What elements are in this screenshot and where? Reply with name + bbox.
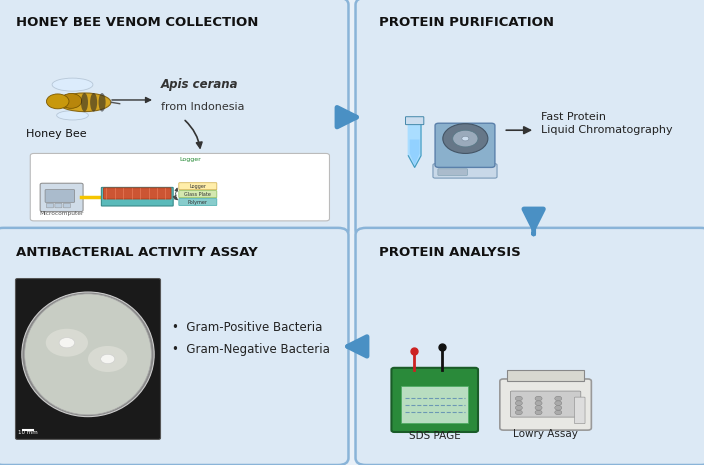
Ellipse shape xyxy=(99,93,106,112)
Text: Lowry Assay: Lowry Assay xyxy=(513,429,578,439)
Circle shape xyxy=(555,396,562,401)
Ellipse shape xyxy=(90,93,97,112)
FancyBboxPatch shape xyxy=(179,199,217,206)
Circle shape xyxy=(46,94,69,109)
Text: ANTIBACTERIAL ACTIVITY ASSAY: ANTIBACTERIAL ACTIVITY ASSAY xyxy=(16,246,258,259)
Ellipse shape xyxy=(58,93,111,112)
Ellipse shape xyxy=(25,294,151,415)
Text: Fast Protein
Liquid Chromatography: Fast Protein Liquid Chromatography xyxy=(541,112,672,135)
FancyBboxPatch shape xyxy=(391,368,478,432)
Text: PROTEIN PURIFICATION: PROTEIN PURIFICATION xyxy=(379,16,554,29)
Circle shape xyxy=(515,405,522,410)
Circle shape xyxy=(515,396,522,401)
Text: •  Gram-Positive Bacteria: • Gram-Positive Bacteria xyxy=(172,321,323,334)
FancyBboxPatch shape xyxy=(438,169,467,175)
Text: Apis cerana: Apis cerana xyxy=(161,78,238,91)
Circle shape xyxy=(453,130,478,147)
Ellipse shape xyxy=(52,78,93,91)
Ellipse shape xyxy=(61,93,82,108)
FancyBboxPatch shape xyxy=(63,203,70,208)
FancyBboxPatch shape xyxy=(45,190,75,202)
Circle shape xyxy=(515,410,522,415)
FancyBboxPatch shape xyxy=(15,279,161,439)
FancyBboxPatch shape xyxy=(46,203,54,208)
Text: Honey Bee: Honey Bee xyxy=(26,129,87,139)
FancyBboxPatch shape xyxy=(40,183,83,212)
Circle shape xyxy=(101,354,115,364)
FancyBboxPatch shape xyxy=(0,228,348,465)
FancyBboxPatch shape xyxy=(30,153,329,221)
Circle shape xyxy=(515,401,522,405)
FancyBboxPatch shape xyxy=(356,0,704,237)
Circle shape xyxy=(555,405,562,410)
Circle shape xyxy=(535,410,542,415)
Text: Polymer: Polymer xyxy=(188,200,208,205)
FancyBboxPatch shape xyxy=(406,117,424,125)
FancyBboxPatch shape xyxy=(103,188,171,199)
FancyBboxPatch shape xyxy=(179,183,217,190)
Polygon shape xyxy=(408,123,421,167)
Circle shape xyxy=(535,405,542,410)
Text: Microcomputer: Microcomputer xyxy=(39,211,84,216)
Text: SDS PAGE: SDS PAGE xyxy=(409,432,460,441)
FancyBboxPatch shape xyxy=(510,391,581,417)
FancyBboxPatch shape xyxy=(401,386,468,423)
Text: PROTEIN ANALYSIS: PROTEIN ANALYSIS xyxy=(379,246,520,259)
FancyBboxPatch shape xyxy=(356,228,704,465)
Text: Glass Plate: Glass Plate xyxy=(184,192,211,197)
Polygon shape xyxy=(410,140,420,165)
Text: •  Gram-Negative Bacteria: • Gram-Negative Bacteria xyxy=(172,343,330,356)
Circle shape xyxy=(555,401,562,405)
Circle shape xyxy=(555,410,562,415)
Circle shape xyxy=(535,396,542,401)
FancyBboxPatch shape xyxy=(500,379,591,430)
Circle shape xyxy=(88,346,127,372)
Circle shape xyxy=(535,401,542,405)
FancyBboxPatch shape xyxy=(574,397,585,424)
Text: from Indonesia: from Indonesia xyxy=(161,102,244,113)
Circle shape xyxy=(59,338,75,348)
Polygon shape xyxy=(507,370,584,381)
Text: 10 mm: 10 mm xyxy=(18,430,38,435)
Circle shape xyxy=(443,124,488,153)
FancyBboxPatch shape xyxy=(435,123,495,167)
FancyBboxPatch shape xyxy=(55,203,62,208)
Circle shape xyxy=(462,136,469,141)
Ellipse shape xyxy=(22,292,154,417)
Text: Logger: Logger xyxy=(180,157,201,162)
FancyBboxPatch shape xyxy=(179,191,217,198)
Circle shape xyxy=(46,329,88,357)
Text: HONEY BEE VENOM COLLECTION: HONEY BEE VENOM COLLECTION xyxy=(16,16,258,29)
FancyBboxPatch shape xyxy=(0,0,348,237)
Ellipse shape xyxy=(56,111,89,120)
Text: Logger: Logger xyxy=(189,184,206,189)
FancyBboxPatch shape xyxy=(101,187,173,206)
Ellipse shape xyxy=(81,93,88,112)
FancyBboxPatch shape xyxy=(433,164,497,178)
